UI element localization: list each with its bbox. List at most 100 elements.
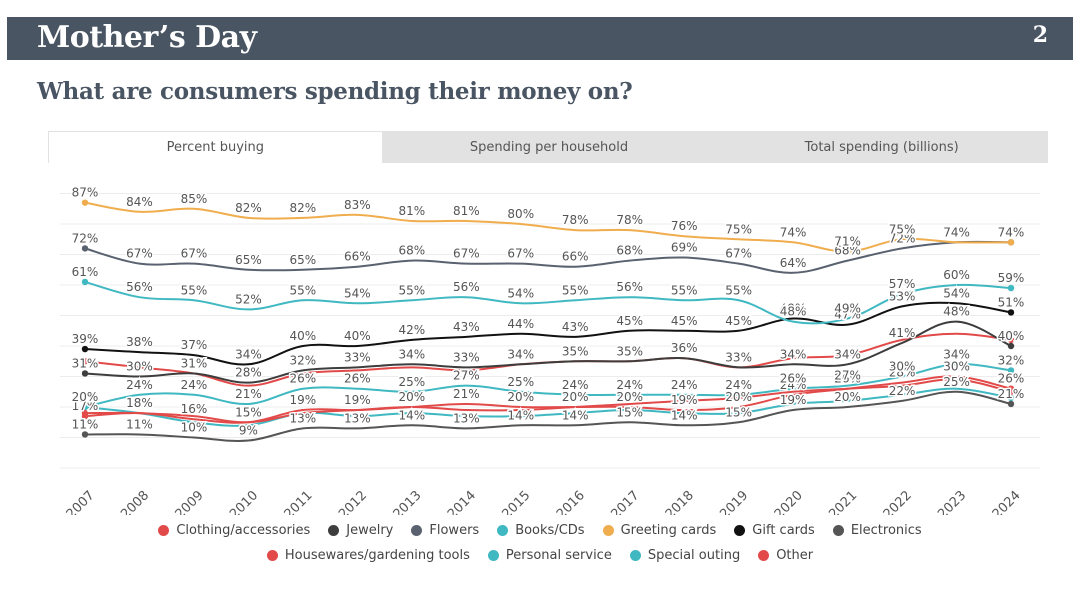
chart-tabs: Percent buying Spending per household To… — [48, 131, 1048, 163]
header-title: Mother’s Day — [37, 20, 257, 55]
data-label: 25% — [507, 375, 534, 389]
data-label: 9% — [239, 424, 258, 438]
legend-item[interactable]: Housewares/gardening tools — [266, 548, 470, 563]
legend-item[interactable]: Clothing/accessories — [158, 523, 310, 538]
legend-item[interactable]: Jewelry — [328, 523, 393, 538]
legend-label: Books/CDs — [515, 523, 585, 538]
data-labels: 31% 30% 31% 28% 32% 33% 34% 33% 34% 35% 35% 36% 33% 3… — [70, 184, 1026, 439]
data-label: 74% — [943, 225, 970, 239]
data-label: 15% — [235, 405, 262, 419]
data-label: 66% — [562, 250, 589, 264]
legend-item[interactable]: Gift cards — [734, 523, 815, 538]
legend-dot-icon — [158, 525, 170, 536]
data-label: 82% — [290, 201, 317, 215]
data-label: 21% — [235, 387, 262, 401]
data-label: 71% — [834, 234, 861, 248]
data-label: 72% — [889, 231, 916, 245]
data-label: 24% — [181, 378, 208, 392]
legend-label: Jewelry — [346, 523, 394, 538]
data-label: 24% — [126, 378, 153, 392]
legend-item[interactable]: Greeting cards — [602, 523, 717, 538]
data-label: 14% — [562, 408, 589, 422]
data-label: 36% — [671, 341, 698, 355]
x-tick-label: 2016 — [554, 488, 588, 515]
data-label: 56% — [453, 280, 480, 294]
data-label: 78% — [562, 213, 589, 227]
data-label: 87% — [72, 186, 99, 200]
page-number: 2 — [1032, 22, 1048, 48]
tab-percent-buying[interactable]: Percent buying — [48, 131, 383, 163]
series-start-point — [81, 358, 89, 365]
data-label: 11% — [126, 417, 153, 431]
data-label: 81% — [453, 204, 480, 218]
series-line — [84, 280, 1012, 325]
legend-label: Special outing — [647, 548, 741, 563]
data-label: 21% — [998, 387, 1025, 401]
data-label: 61% — [72, 265, 99, 279]
legend-label: Clothing/accessories — [176, 523, 311, 538]
legend-item[interactable]: Personal service — [487, 548, 612, 563]
data-label: 19% — [344, 393, 371, 407]
data-label: 85% — [181, 192, 208, 206]
data-label: 68% — [398, 244, 425, 258]
data-label: 34% — [780, 347, 807, 361]
x-tick-label: 2022 — [881, 488, 915, 515]
legend-item[interactable]: Electronics — [832, 523, 922, 538]
data-label: 56% — [126, 280, 153, 294]
data-label: 26% — [290, 372, 317, 386]
x-tick-label: 2019 — [717, 488, 751, 515]
data-label: 67% — [725, 247, 752, 261]
data-label: 40% — [998, 329, 1025, 343]
data-label: 20% — [562, 390, 589, 404]
legend-item[interactable]: Other — [758, 548, 813, 563]
data-label: 78% — [616, 213, 643, 227]
data-label: 40% — [290, 329, 317, 343]
data-label: 55% — [671, 283, 698, 297]
data-label: 35% — [616, 344, 643, 358]
data-label: 37% — [181, 338, 208, 352]
data-label: 28% — [889, 366, 916, 380]
x-tick-label: 2020 — [772, 488, 806, 515]
series-line — [84, 363, 1012, 408]
series-end-point — [1007, 388, 1015, 395]
data-label: 13% — [290, 411, 317, 425]
series-end-point — [1007, 400, 1015, 408]
x-tick-label: 2013 — [391, 488, 425, 515]
x-tick-label: 2014 — [445, 488, 479, 515]
data-label: 13% — [453, 411, 480, 425]
data-label: 24% — [562, 378, 589, 392]
data-label: 17% — [72, 399, 99, 413]
legend-label: Greeting cards — [620, 523, 717, 538]
line-chart: 2007 2008 2009 2010 2011 2012 2013 2014 2015 2016… — [60, 184, 1040, 515]
data-label: 33% — [453, 350, 480, 364]
series-end-point — [1007, 367, 1015, 374]
data-label: 47% — [834, 308, 861, 322]
legend-dot-icon — [328, 525, 340, 536]
tab-total-spending[interactable]: Total spending (billions) — [804, 139, 959, 155]
data-label: 26% — [780, 372, 807, 386]
data-label: 45% — [725, 314, 752, 328]
data-label: 34% — [398, 347, 425, 361]
legend-item[interactable]: Special outing — [629, 548, 741, 563]
data-label: 28% — [235, 366, 262, 380]
data-label: 10% — [181, 421, 208, 435]
series-line — [84, 378, 1012, 424]
legend-dot-icon — [734, 525, 746, 536]
data-label: 20% — [507, 390, 534, 404]
data-label: 25% — [943, 375, 970, 389]
x-tick-label: 2009 — [173, 488, 207, 515]
data-label: 54% — [943, 286, 970, 300]
data-label: 48% — [943, 305, 970, 319]
data-label: 19% — [671, 393, 698, 407]
data-label: 48% — [780, 305, 807, 319]
data-label: 14% — [671, 408, 698, 422]
data-label: 66% — [344, 250, 371, 264]
data-label: 11% — [72, 417, 99, 431]
tab-spending-per-household[interactable]: Spending per household — [469, 139, 629, 155]
data-label: 67% — [181, 247, 208, 261]
data-label: 42% — [398, 323, 425, 337]
x-tick-label: 2010 — [227, 488, 261, 515]
legend-item[interactable]: Flowers — [411, 523, 479, 538]
legend-item[interactable]: Books/CDs — [497, 523, 585, 538]
data-label: 34% — [943, 347, 970, 361]
